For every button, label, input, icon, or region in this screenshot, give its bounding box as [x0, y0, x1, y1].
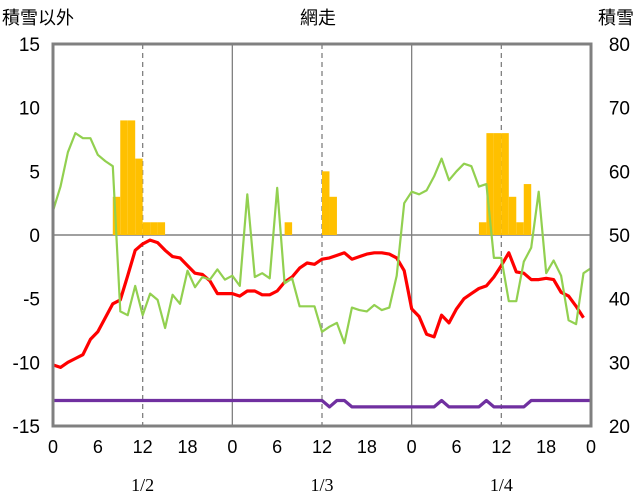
x-tick-label: 0: [227, 437, 237, 457]
precip-bar: [516, 222, 524, 235]
precip-bar: [493, 133, 502, 235]
x-tick-label: 0: [407, 437, 417, 457]
date-label: 1/2: [131, 475, 154, 495]
precip-bar: [486, 133, 494, 235]
precip-bar: [322, 171, 330, 235]
left-tick-label: -15: [13, 417, 40, 438]
precip-bar: [112, 196, 121, 235]
right-tick-label: 80: [609, 35, 630, 56]
x-tick-label: 18: [357, 437, 377, 457]
right-tick-label: 50: [609, 226, 630, 247]
x-tick-label: 12: [312, 437, 332, 457]
left-tick-label: 5: [29, 162, 40, 183]
precip-bar: [120, 120, 128, 235]
left-axis-label: 積雪以外: [2, 8, 74, 29]
x-tick-label: 6: [93, 437, 103, 457]
left-tick-label: -10: [13, 353, 40, 374]
bar-series: [112, 120, 532, 235]
x-tick-label: 18: [177, 437, 197, 457]
precip-bar: [142, 222, 151, 235]
precip-bar: [523, 184, 532, 235]
temperature-line: [52, 238, 585, 369]
precip-bar: [508, 196, 517, 235]
snow-depth-line: [53, 398, 591, 409]
right-tick-labels: 20 30 40 50 60 70 80: [609, 35, 630, 438]
x-tick-label: 12: [133, 437, 153, 457]
precip-bar: [150, 222, 158, 235]
right-tick-label: 70: [609, 99, 630, 120]
plot-border: [51, 42, 593, 428]
right-tick-label: 30: [609, 353, 630, 374]
date-label: 1/3: [310, 475, 333, 495]
precip-bar: [478, 222, 487, 235]
right-tick-label: 40: [609, 290, 630, 311]
x-tick-label: 0: [586, 437, 596, 457]
left-tick-labels: -15 -10 -5 0 5 10 15: [13, 35, 40, 438]
precip-bar: [157, 222, 166, 235]
green-line: [51, 132, 592, 345]
precip-bar: [127, 120, 136, 235]
right-tick-label: 60: [609, 162, 630, 183]
left-tick-label: 10: [19, 99, 40, 120]
left-tick-label: -5: [23, 290, 40, 311]
precip-bar: [501, 133, 509, 235]
right-tick-label: 20: [609, 417, 630, 438]
precip-bar: [284, 222, 293, 235]
left-tick-label: 0: [29, 226, 40, 247]
date-labels: 1/2 1/3 1/4: [131, 475, 513, 495]
chart-title: 網走: [300, 8, 336, 29]
x-tick-label: 12: [491, 437, 511, 457]
left-tick-label: 15: [19, 35, 40, 56]
x-tick-label: 6: [272, 437, 282, 457]
precip-bar: [135, 158, 143, 235]
x-tick-label: 6: [451, 437, 461, 457]
precip-bar: [329, 196, 337, 235]
x-tick-label: 18: [536, 437, 556, 457]
x-tick-labels: 0 6 12 18 0 6 12 18 0 6 12 18 0: [48, 437, 596, 457]
line-series: [51, 132, 592, 409]
right-axis-label: 積雪: [598, 8, 634, 29]
plot-frame: [51, 42, 593, 428]
date-label: 1/4: [490, 475, 513, 495]
x-tick-label: 0: [48, 437, 58, 457]
